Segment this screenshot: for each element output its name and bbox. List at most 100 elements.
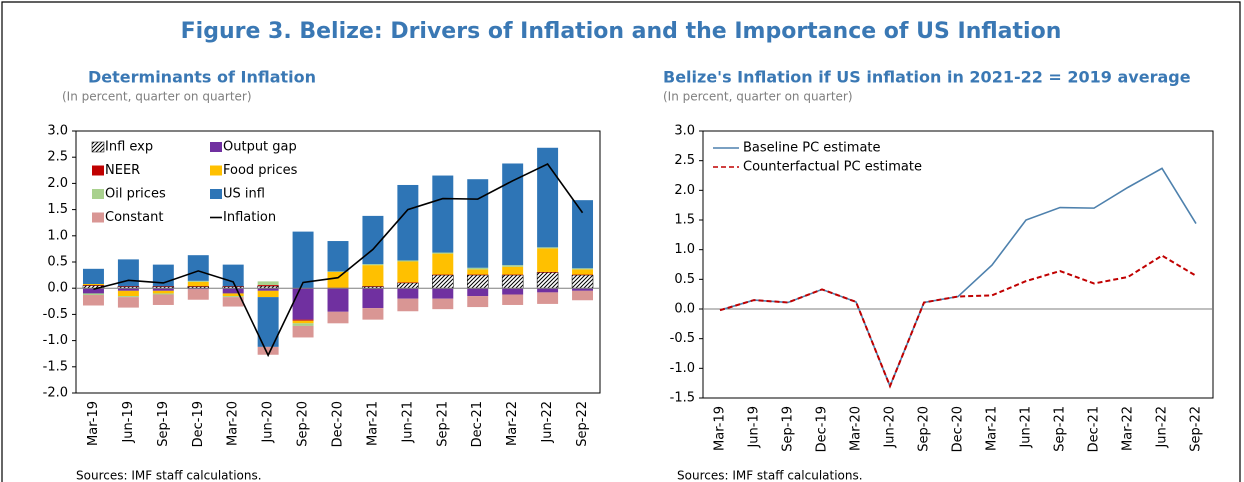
bar-segment: [502, 265, 524, 267]
x-tick-label: Mar-19: [713, 406, 728, 451]
bar-segment: [362, 288, 384, 309]
bar-segment: [571, 274, 594, 289]
legend-swatch: [92, 189, 104, 199]
bar-segment: [537, 288, 559, 293]
x-tick-label: Jun-22: [540, 401, 555, 444]
y-tick-label: -1.5: [670, 391, 695, 406]
bar-segment: [572, 290, 594, 301]
figure-title: Figure 3. Belize: Drivers of Inflation a…: [181, 19, 1062, 44]
bar-segment: [572, 288, 594, 291]
chart-title: Determinants of Inflation: [88, 68, 316, 87]
bar-segment: [117, 296, 139, 298]
x-tick-label: Sep-20: [917, 406, 932, 452]
y-tick-label: 1.0: [47, 228, 68, 243]
bar-segment: [257, 285, 279, 287]
x-tick-label: Sep-22: [575, 401, 590, 447]
x-tick-label: Jun-20: [883, 406, 898, 449]
bar-segment: [397, 261, 419, 283]
bar-segment: [537, 247, 559, 249]
bar-segment: [82, 284, 104, 286]
bar-segment: [82, 285, 104, 286]
bar-segment: [362, 308, 384, 320]
y-tick-label: 1.5: [674, 213, 695, 228]
bar-segment: [572, 269, 594, 275]
legend-swatch: [92, 165, 104, 176]
x-tick-label: Dec-20: [331, 401, 346, 447]
source-note: Sources: IMF staff calculations.: [76, 469, 262, 482]
bar-segment: [187, 286, 209, 287]
bar-segment: [572, 200, 594, 269]
bar-segment: [292, 325, 314, 338]
x-tick-label: Dec-19: [191, 401, 206, 447]
bar-segment: [362, 265, 384, 287]
x-tick-label: Mar-22: [505, 401, 520, 446]
x-tick-label: Jun-19: [121, 401, 136, 444]
legend-label: Output gap: [223, 140, 297, 155]
legend-swatch: [91, 141, 105, 153]
bar-segment: [502, 163, 524, 266]
bar-segment: [502, 294, 524, 305]
y-tick-label: -0.5: [43, 307, 68, 322]
x-tick-label: Mar-21: [365, 401, 380, 446]
legend-label: Oil prices: [105, 187, 166, 202]
bar-segment: [432, 274, 454, 276]
chart-subtitle: (In percent, quarter on quarter): [62, 90, 252, 104]
bar-segment: [432, 252, 454, 254]
legend-label: Inflation: [223, 210, 276, 225]
y-tick-label: -1.0: [43, 333, 68, 348]
bar-segment: [292, 320, 314, 324]
bar-segment: [152, 286, 174, 287]
line-series: [93, 163, 584, 358]
bar-segment: [327, 241, 349, 272]
bar-segment: [117, 290, 139, 297]
bar-segment: [152, 288, 174, 291]
bar-segment: [467, 274, 489, 289]
bar-segment: [537, 292, 559, 304]
bar-segment: [432, 274, 454, 289]
bar-segment: [187, 280, 209, 282]
y-tick-label: -0.5: [670, 331, 695, 346]
y-tick-label: 2.0: [47, 176, 68, 191]
bar-segment: [467, 296, 489, 308]
bar-segment: [82, 288, 104, 294]
bar-segment: [187, 255, 209, 281]
plot-frame: [702, 130, 1214, 399]
x-tick-label: Sep-19: [156, 401, 171, 447]
bar-segment: [397, 298, 419, 312]
bar-segment: [502, 266, 524, 275]
bar-segment: [537, 248, 559, 272]
bar-segment: [82, 295, 104, 306]
bar-segment: [222, 297, 244, 307]
bar-segment: [152, 294, 174, 305]
bar-segment: [467, 288, 489, 297]
bar-segment: [117, 259, 139, 287]
bar-segment: [257, 297, 279, 347]
bar-segment: [362, 215, 384, 265]
x-tick-label: Jun-20: [261, 401, 276, 444]
line-series: [719, 254, 1197, 389]
x-tick-label: Jun-19: [747, 406, 762, 449]
y-tick-label: 2.5: [47, 150, 68, 165]
y-tick-label: 3.0: [47, 124, 68, 139]
y-tick-label: 2.5: [674, 153, 695, 168]
bar-segment: [467, 274, 489, 276]
x-tick-label: Mar-21: [985, 406, 1000, 451]
bar-segment: [467, 267, 489, 270]
bar-segment: [327, 271, 349, 272]
x-tick-label: Mar-22: [1121, 406, 1136, 451]
source-note: Sources: IMF staff calculations.: [677, 469, 863, 482]
bar-segment: [327, 271, 349, 288]
legend-label: Counterfactual PC estimate: [743, 160, 922, 175]
bar-segment: [467, 179, 489, 268]
bar-segment: [292, 231, 314, 289]
bar-segment: [397, 260, 419, 262]
bar-segment: [432, 298, 454, 310]
bar-segment: [117, 297, 139, 308]
legend-swatch: [92, 212, 104, 223]
bar-segment: [222, 296, 244, 298]
y-tick-label: 2.0: [674, 183, 695, 198]
bar-segment: [152, 290, 174, 294]
bar-segment: [362, 286, 384, 287]
x-tick-label: Mar-19: [86, 401, 101, 446]
